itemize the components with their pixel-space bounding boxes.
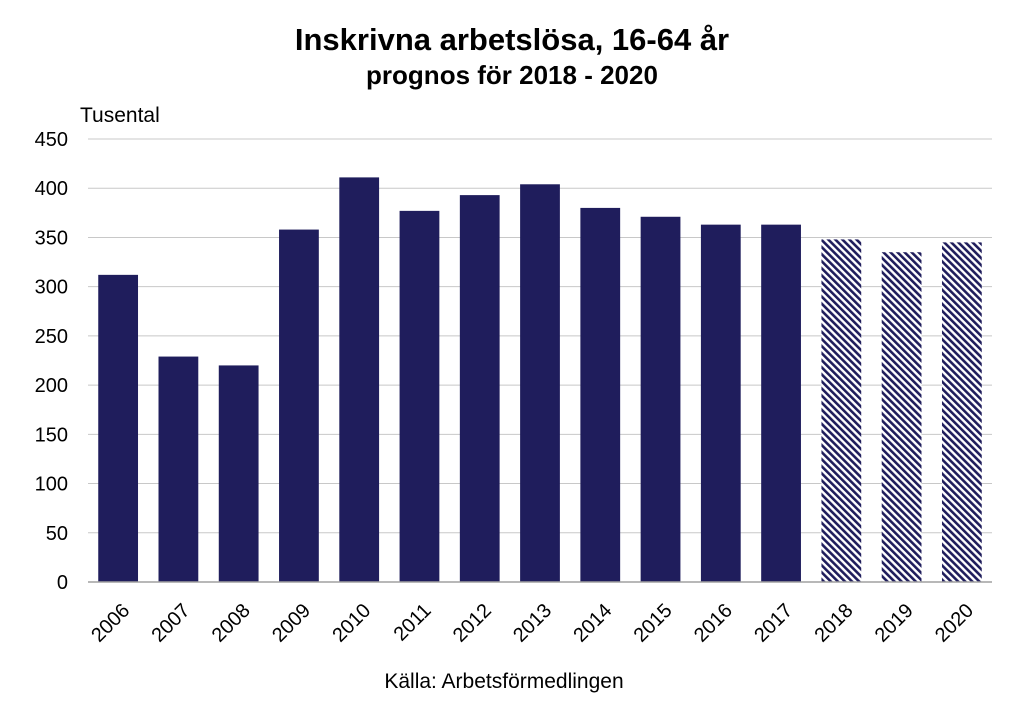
y-tick-label: 50 [46,523,68,545]
x-tick-label: 2013 [509,600,556,647]
x-tick-label: 2015 [630,600,677,647]
bar [339,177,380,583]
x-tick-label: 2018 [810,600,857,647]
bar [580,207,621,582]
x-tick-label: 2016 [690,600,737,647]
x-tick-label: 2014 [569,600,616,647]
y-tick-label: 200 [35,375,68,397]
x-tick-label: 2010 [328,600,375,647]
y-tick-label: 400 [35,178,68,200]
x-tick-label: 2008 [208,600,255,647]
bar [399,210,440,582]
x-tick-label: 2017 [750,600,797,647]
bar [98,274,139,582]
x-tick-label: 2006 [87,600,134,647]
bar [459,195,500,582]
bars [98,177,982,583]
bar [218,365,259,582]
y-tick-label: 150 [35,424,68,446]
y-tick-label: 0 [57,572,68,594]
forecast-bar [881,252,922,582]
y-tick-label: 450 [35,129,68,151]
x-tick-label: 2009 [268,600,315,647]
bar [279,229,319,582]
bar [158,356,199,582]
bar [640,216,681,582]
forecast-bar [821,239,862,582]
y-tick-label: 250 [35,326,68,348]
y-axis-unit-label: Tusental [80,104,160,127]
x-tick-label: 2019 [871,600,918,647]
x-tick-label: 2012 [449,600,496,647]
bar [520,184,560,583]
y-tick-label: 100 [35,474,68,496]
y-tick-label: 350 [35,227,68,249]
forecast-bar [941,242,982,582]
bar [700,224,741,582]
bar [761,224,801,582]
x-tick-label: 2007 [148,600,195,647]
y-tick-label: 300 [35,277,68,299]
chart-subtitle: prognos för 2018 - 2020 [366,60,658,90]
source-label: Källa: Arbetsförmedlingen [384,670,623,693]
x-tick-label: 2020 [931,600,978,647]
chart-title: Inskrivna arbetslösa, 16-64 år [294,22,730,57]
x-tick-label: 2011 [390,600,436,646]
